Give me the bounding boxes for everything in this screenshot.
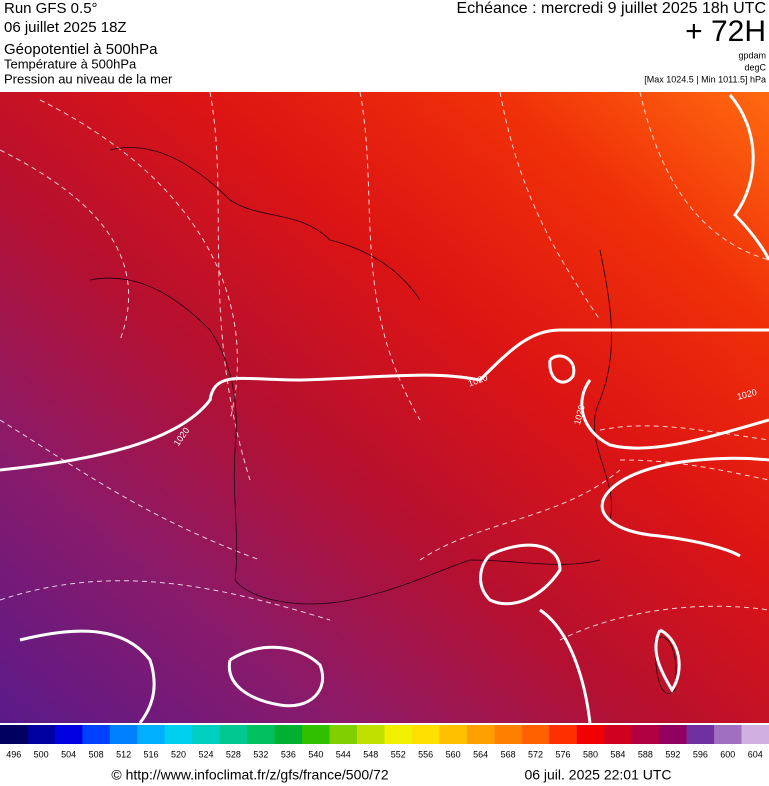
- colorbar-label: 552: [391, 749, 406, 759]
- colorbar-cell: [109, 725, 138, 744]
- coastline: [89, 147, 677, 694]
- colorbar-label: 512: [116, 749, 131, 759]
- isotherm: [0, 91, 769, 641]
- isobar: [548, 354, 576, 384]
- colorbar-cell: [439, 725, 468, 744]
- colorbar-label: 504: [61, 749, 76, 759]
- colorbar-label: 548: [363, 749, 378, 759]
- unit: degC: [744, 62, 766, 72]
- colorbar-label: 560: [446, 749, 461, 759]
- timestamp: 06 juil. 2025 22:01 UTC: [524, 767, 671, 783]
- colorbar-cell: [659, 725, 688, 744]
- map: 1020 1020 1020 1020: [0, 91, 769, 724]
- colorbar-cell: [714, 725, 743, 744]
- colorbar-label: 524: [198, 749, 213, 759]
- colorbar-cell: [741, 725, 769, 744]
- colorbar-cell: [27, 725, 56, 744]
- colorbar-cell: [192, 725, 221, 744]
- colorbar-cell: [521, 725, 550, 744]
- field: Température à 500hPa: [4, 56, 137, 71]
- colorbar-cell: [329, 725, 358, 744]
- colorbar-cell: [357, 725, 385, 744]
- colorbar-cell: [411, 725, 440, 744]
- isobar: [19, 629, 156, 724]
- colorbar-cell: [137, 725, 166, 744]
- colorbar-label: 540: [308, 749, 323, 759]
- colorbar-label: 564: [473, 749, 488, 759]
- colorbar-cell: [274, 725, 303, 744]
- field: Pression au niveau de la mer: [4, 71, 173, 86]
- colorbar: 496 500 504 508 512 516 520 524 528 532 536 540 544 5…: [0, 725, 769, 759]
- colorbar-label: 600: [720, 749, 735, 759]
- isobar: [0, 328, 769, 472]
- colorbar-label: 508: [89, 749, 104, 759]
- colorbar-cell: [604, 725, 633, 744]
- colorbar-label: 584: [610, 749, 625, 759]
- colorbar-cell: [54, 725, 83, 744]
- colorbar-label: 588: [638, 749, 653, 759]
- isobar: [654, 628, 681, 693]
- isobar: [600, 456, 769, 558]
- isobar: [479, 543, 562, 606]
- pressure-range: [Max 1024.5 | Min 1011.5] hPa: [644, 74, 766, 84]
- colorbar-cell: [219, 725, 248, 744]
- lead-time: + 72H: [685, 15, 766, 48]
- colorbar-label: 528: [226, 749, 241, 759]
- colorbar-label: 596: [693, 749, 708, 759]
- colorbar-cell: [494, 725, 523, 744]
- colorbar-label: 544: [336, 749, 351, 759]
- isobar: [728, 94, 769, 261]
- colorbar-label: 580: [583, 749, 598, 759]
- isobar: [539, 608, 592, 724]
- colorbar-cell: [82, 725, 111, 744]
- colorbar-label: 604: [748, 749, 763, 759]
- colorbar-label: 572: [528, 749, 543, 759]
- isobar: [227, 645, 325, 708]
- colorbar-label: 576: [556, 749, 571, 759]
- colorbar-label: 500: [34, 749, 49, 759]
- colorbar-cell: [302, 725, 331, 744]
- colorbar-cell: [576, 725, 605, 744]
- isobar: [580, 379, 769, 450]
- colorbar-label: 496: [6, 749, 21, 759]
- field: Géopotentiel à 500hPa: [4, 41, 158, 58]
- colorbar-cell: [384, 725, 413, 744]
- run-date: 06 juillet 2025 18Z: [4, 19, 127, 36]
- colorbar-label: 556: [418, 749, 433, 759]
- colorbar-cell: [0, 725, 28, 744]
- colorbar-cell: [631, 725, 660, 744]
- colorbar-cell: [466, 725, 495, 744]
- colorbar-label: 592: [665, 749, 680, 759]
- map-background: [0, 92, 769, 723]
- colorbar-label: 520: [171, 749, 186, 759]
- colorbar-label: 568: [501, 749, 516, 759]
- colorbar-label: 516: [144, 749, 159, 759]
- source: © http://www.infoclimat.fr/z/gfs/france/…: [111, 767, 388, 783]
- colorbar-label: 532: [253, 749, 268, 759]
- colorbar-label: 536: [281, 749, 296, 759]
- colorbar-cell: [164, 725, 193, 744]
- run: Run GFS 0.5°: [4, 0, 98, 17]
- valid-time: Echéance : mercredi 9 juillet 2025 18h U…: [457, 0, 767, 17]
- colorbar-cell: [686, 725, 715, 744]
- colorbar-cell: [247, 725, 276, 744]
- unit: gpdam: [738, 50, 766, 60]
- colorbar-cell: [549, 725, 578, 744]
